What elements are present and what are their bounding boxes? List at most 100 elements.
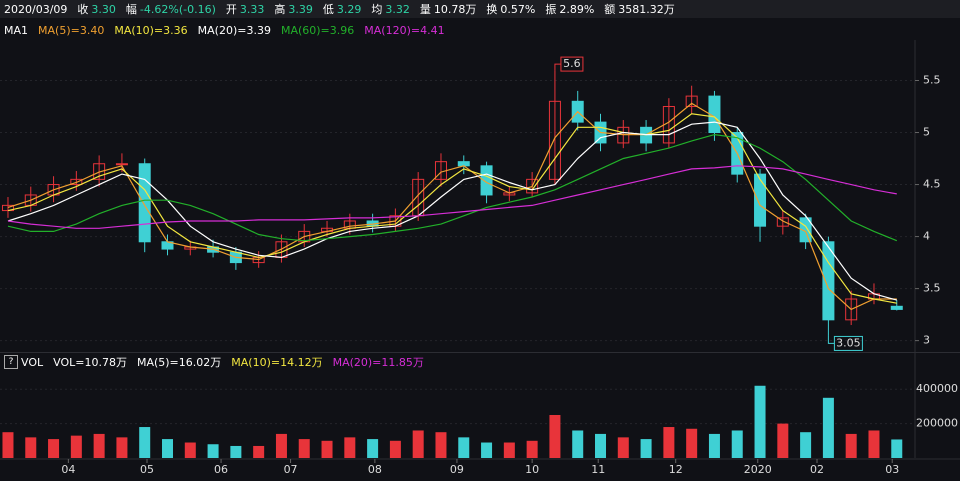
date: 2020/03/09 — [4, 2, 68, 16]
quote-value: 3581.32万 — [618, 3, 675, 16]
quote-value: -4.62%(-0.16) — [139, 2, 216, 16]
quote-label: 低 — [322, 3, 334, 16]
volume-bar — [845, 433, 857, 458]
quote-label: 额 — [604, 3, 616, 16]
volume-bar — [617, 437, 629, 458]
candle-body — [845, 298, 858, 321]
quote-value: 2.89% — [559, 2, 595, 16]
x-tick-label: 09 — [450, 463, 464, 476]
x-tick-label: 07 — [284, 463, 298, 476]
indicator-name: MA1 — [4, 23, 29, 37]
y-tick-label: 4.5 — [923, 178, 941, 191]
x-tick-label: 10 — [525, 463, 539, 476]
volume-bar — [777, 423, 789, 458]
quote-label: 振 — [545, 3, 557, 16]
vol-legend: ? VOL VOL=10.78万 MA(5)=16.02万 MA(10)=14.12万 M… — [0, 352, 960, 371]
candle-body — [480, 165, 493, 196]
volume-bar — [435, 432, 447, 458]
ma-line — [7, 133, 898, 242]
indicator-name: VOL — [21, 355, 44, 369]
candle-body — [822, 241, 835, 321]
quote-value: 0.57% — [500, 2, 536, 16]
volume-bar — [595, 433, 607, 458]
y-tick-label: 5.5 — [923, 74, 941, 87]
volume-bar — [116, 437, 128, 458]
volume-bar — [800, 432, 812, 458]
min-label: 3.05 — [836, 336, 861, 349]
y-tick-label: 4 — [923, 230, 930, 243]
candle-body — [685, 95, 698, 108]
volume-bar — [481, 442, 493, 458]
ma-legend: MA1 MA(5)=3.40 MA(10)=3.36 MA(20)=3.39 MA(60… — [0, 21, 960, 39]
quote-value: 3.30 — [91, 2, 116, 16]
candle-body — [93, 163, 106, 180]
candle-body — [70, 178, 83, 186]
y-tick-label: 3 — [923, 334, 930, 347]
x-tick-label: 08 — [368, 463, 382, 476]
quote-label: 收 — [77, 3, 89, 16]
y-tick-label: 200000 — [916, 417, 958, 430]
quote-bar: 2020/03/09 收 3.30 幅 -4.62%(-0.16) 开 3.33 高 3.39 低… — [0, 0, 960, 18]
volume-bar — [640, 439, 652, 458]
ma-line — [7, 165, 897, 229]
legend-entry: MA(20)=11.85万 — [332, 356, 424, 369]
legend-entry: MA(20)=3.39 — [197, 23, 271, 37]
candle-body — [776, 217, 789, 227]
marker-box — [560, 56, 584, 72]
x-tick-label: 03 — [885, 463, 899, 476]
volume-bar — [2, 432, 14, 458]
legend-entry: MA(10)=14.12万 — [231, 356, 323, 369]
x-tick-label: 04 — [61, 463, 75, 476]
volume-bar — [731, 430, 743, 458]
max-label: 5.6 — [563, 57, 581, 70]
legend-entry: MA(10)=3.36 — [114, 23, 188, 37]
quote-label: 均 — [371, 3, 383, 16]
ma-line — [7, 113, 897, 304]
candle-body — [708, 95, 721, 134]
y-tick-label: 3.5 — [923, 282, 941, 295]
volume-bar — [367, 439, 379, 458]
quote-label: 换 — [486, 3, 498, 16]
marker-line — [827, 335, 835, 344]
volume-bar — [412, 430, 424, 458]
candle-body — [799, 217, 812, 243]
candle-body — [548, 100, 561, 180]
quote-label: 量 — [419, 3, 431, 16]
x-tick-label: 06 — [214, 463, 228, 476]
help-icon[interactable]: ? — [4, 355, 18, 369]
volume-bar — [754, 385, 766, 458]
volume-bar — [526, 440, 538, 458]
volume-bar — [891, 439, 903, 458]
quote-value: 3.33 — [239, 2, 265, 16]
x-tick-label: 2020 — [744, 463, 772, 476]
quote-value: 3.39 — [288, 2, 313, 16]
marker-line — [554, 63, 561, 71]
volume-bar — [162, 439, 174, 458]
volume-bar — [458, 437, 470, 458]
volume-bar — [93, 433, 105, 458]
y-tick-label: 400000 — [916, 382, 958, 395]
volume-bar — [230, 445, 242, 458]
candle-body — [1, 204, 14, 212]
quote-label: 高 — [274, 3, 286, 16]
quote-label: 幅 — [125, 3, 137, 16]
candle-body — [526, 178, 539, 194]
volume-bar — [321, 440, 333, 458]
volume-bar — [275, 433, 287, 458]
candle-body — [138, 163, 151, 243]
volume-bar — [708, 433, 720, 458]
quote-value: 3.29 — [336, 2, 362, 16]
x-tick-label: 11 — [591, 463, 605, 476]
volume-bar — [70, 435, 82, 458]
volume-bar — [549, 415, 561, 458]
volume-bar — [344, 437, 356, 458]
quote-value: 10.78万 — [433, 3, 477, 16]
candle-body — [890, 305, 903, 310]
marker-box — [833, 335, 863, 351]
volume-bar — [686, 428, 698, 458]
y-tick-label: 5 — [923, 126, 930, 139]
volume-bar — [389, 440, 401, 458]
volume-bar — [253, 445, 265, 458]
